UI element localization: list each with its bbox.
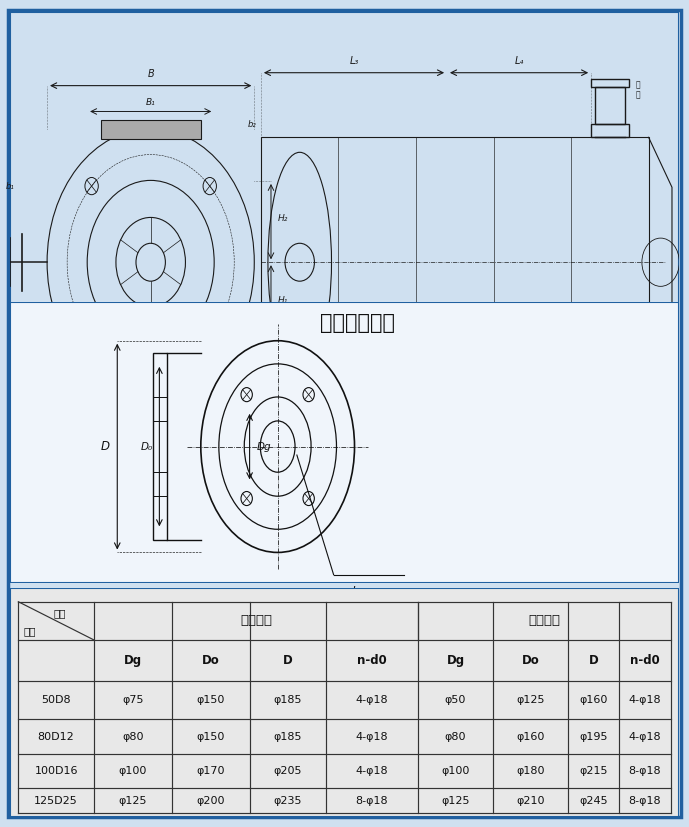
Text: φ235: φ235: [274, 796, 302, 805]
Text: 4-φ18: 4-φ18: [628, 696, 661, 705]
Text: 吐出法兰: 吐出法兰: [528, 614, 560, 628]
Text: 8-φ18: 8-φ18: [356, 796, 388, 805]
Text: φ160: φ160: [579, 696, 608, 705]
Text: L₃: L₃: [349, 56, 358, 66]
Bar: [274, 387, 295, 414]
Bar: [261, 137, 648, 387]
Text: φ150: φ150: [196, 696, 225, 705]
Text: B₁: B₁: [146, 98, 156, 107]
Text: φ195: φ195: [579, 732, 608, 742]
Bar: [591, 79, 628, 88]
Text: 型号: 型号: [54, 609, 66, 619]
Text: φ125: φ125: [441, 796, 470, 805]
Text: H₂: H₂: [278, 214, 288, 223]
Text: φ215: φ215: [579, 767, 608, 777]
Text: D₀: D₀: [141, 442, 153, 452]
Text: 50D8: 50D8: [41, 696, 71, 705]
Text: Dg: Dg: [446, 654, 464, 667]
Text: φ125: φ125: [119, 796, 147, 805]
Text: 8-φ18: 8-φ18: [628, 767, 661, 777]
Text: φ80: φ80: [444, 732, 466, 742]
Text: φ180: φ180: [516, 767, 545, 777]
Text: φ200: φ200: [196, 796, 225, 805]
Bar: [591, 123, 628, 137]
Text: φ185: φ185: [274, 696, 302, 705]
Text: 4-φd: 4-φd: [260, 422, 279, 431]
Text: φ160: φ160: [517, 732, 545, 742]
Bar: [405, 387, 426, 414]
Bar: [595, 88, 624, 123]
Text: Do: Do: [522, 654, 539, 667]
Text: φ210: φ210: [516, 796, 545, 805]
Text: B₅: B₅: [313, 385, 321, 394]
Text: H₁: H₁: [278, 296, 288, 305]
Bar: [153, 353, 167, 540]
Text: 100D16: 100D16: [34, 767, 78, 777]
Bar: [101, 120, 200, 139]
Text: B₆: B₆: [621, 385, 630, 394]
Text: φ125: φ125: [516, 696, 545, 705]
Text: 吸入吐出法兰: 吸入吐出法兰: [320, 313, 395, 332]
Text: φ75: φ75: [122, 696, 144, 705]
Text: b₂: b₂: [247, 120, 256, 129]
Text: D: D: [588, 654, 598, 667]
Text: n-d₀: n-d₀: [337, 586, 361, 600]
Text: n-d0: n-d0: [630, 654, 659, 667]
Text: L₄: L₄: [515, 56, 524, 66]
Text: D: D: [282, 654, 293, 667]
Text: φ50: φ50: [445, 696, 466, 705]
Text: φ150: φ150: [196, 732, 225, 742]
Text: b₁: b₁: [6, 182, 14, 191]
Text: Do: Do: [202, 654, 220, 667]
Text: 125D25: 125D25: [34, 796, 78, 805]
Text: 出
水: 出 水: [635, 80, 640, 99]
Text: φ80: φ80: [122, 732, 144, 742]
Bar: [522, 387, 543, 414]
Text: φ245: φ245: [579, 796, 608, 805]
Text: 80D12: 80D12: [38, 732, 74, 742]
Text: B₆: B₆: [289, 385, 298, 394]
Text: B: B: [147, 69, 154, 79]
Text: Dg: Dg: [256, 442, 271, 452]
Text: 尺寸: 尺寸: [23, 626, 37, 636]
Text: B₃: B₃: [146, 415, 155, 424]
Text: φ170: φ170: [196, 767, 225, 777]
Text: φ205: φ205: [274, 767, 302, 777]
Text: B₂: B₂: [146, 431, 155, 440]
Text: 4-φ18: 4-φ18: [356, 696, 388, 705]
Text: L: L: [452, 425, 457, 435]
Text: 吸入法兰: 吸入法兰: [240, 614, 272, 628]
Text: Dg: Dg: [124, 654, 142, 667]
Text: 4-φ18: 4-φ18: [356, 767, 388, 777]
Text: φ100: φ100: [119, 767, 147, 777]
Text: φ185: φ185: [274, 732, 302, 742]
Text: n-d0: n-d0: [357, 654, 387, 667]
Text: B₅: B₅: [601, 385, 610, 394]
Text: L₁: L₁: [457, 404, 466, 413]
Text: B₄: B₄: [146, 400, 155, 409]
Text: 4-φ18: 4-φ18: [628, 732, 661, 742]
Text: 8-φ18: 8-φ18: [628, 796, 661, 805]
Text: φ100: φ100: [441, 767, 470, 777]
Text: D: D: [100, 440, 110, 453]
Text: 4-φ18: 4-φ18: [356, 732, 388, 742]
Text: L₂: L₂: [285, 404, 294, 413]
